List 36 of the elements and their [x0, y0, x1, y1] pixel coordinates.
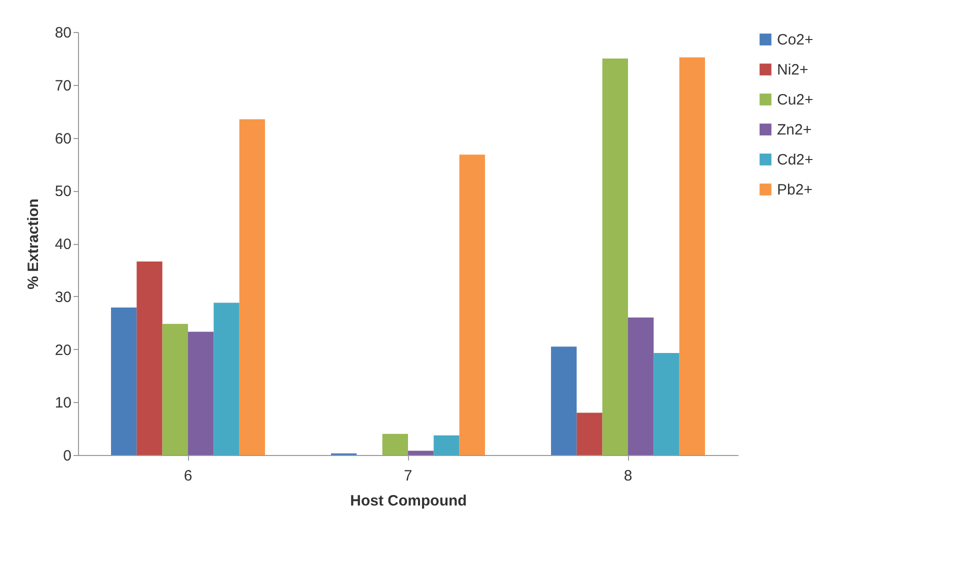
y-axis-title: % Extraction — [24, 198, 42, 290]
legend-label: Ni2+ — [777, 62, 809, 78]
bar — [551, 346, 577, 455]
y-tick-label: 40 — [54, 236, 72, 253]
y-tick-label: 70 — [54, 77, 72, 94]
y-tick-label: 30 — [54, 288, 72, 306]
y-tick-label: 80 — [54, 24, 72, 42]
x-tick-label: 8 — [624, 468, 632, 484]
y-tick-label: 60 — [54, 130, 72, 148]
x-tick-label: 7 — [404, 468, 412, 484]
bar — [654, 352, 680, 455]
bar — [679, 57, 705, 455]
legend-label: Co2+ — [777, 32, 814, 48]
bar — [162, 324, 188, 455]
legend-label: Cu2+ — [777, 92, 814, 108]
y-tick-label: 10 — [54, 394, 72, 412]
bar — [136, 261, 162, 455]
bar — [239, 119, 265, 455]
bar — [382, 434, 408, 455]
x-axis-title: Host Compound — [350, 492, 467, 510]
bar — [628, 318, 654, 455]
bar — [111, 307, 137, 455]
bar — [459, 154, 485, 455]
legend-label: Zn2+ — [777, 122, 812, 138]
bar — [602, 58, 628, 455]
bar — [576, 412, 602, 455]
x-tick-label: 6 — [184, 468, 192, 484]
bar — [408, 450, 434, 455]
bar — [434, 435, 460, 455]
bar — [214, 302, 240, 455]
y-tick-label: 20 — [54, 342, 72, 359]
bar — [188, 332, 214, 455]
legend-label: Cd2+ — [777, 152, 814, 168]
legend-label: Pb2+ — [777, 182, 813, 198]
y-tick-label: 50 — [54, 183, 72, 200]
y-tick-label: 0 — [63, 448, 72, 464]
